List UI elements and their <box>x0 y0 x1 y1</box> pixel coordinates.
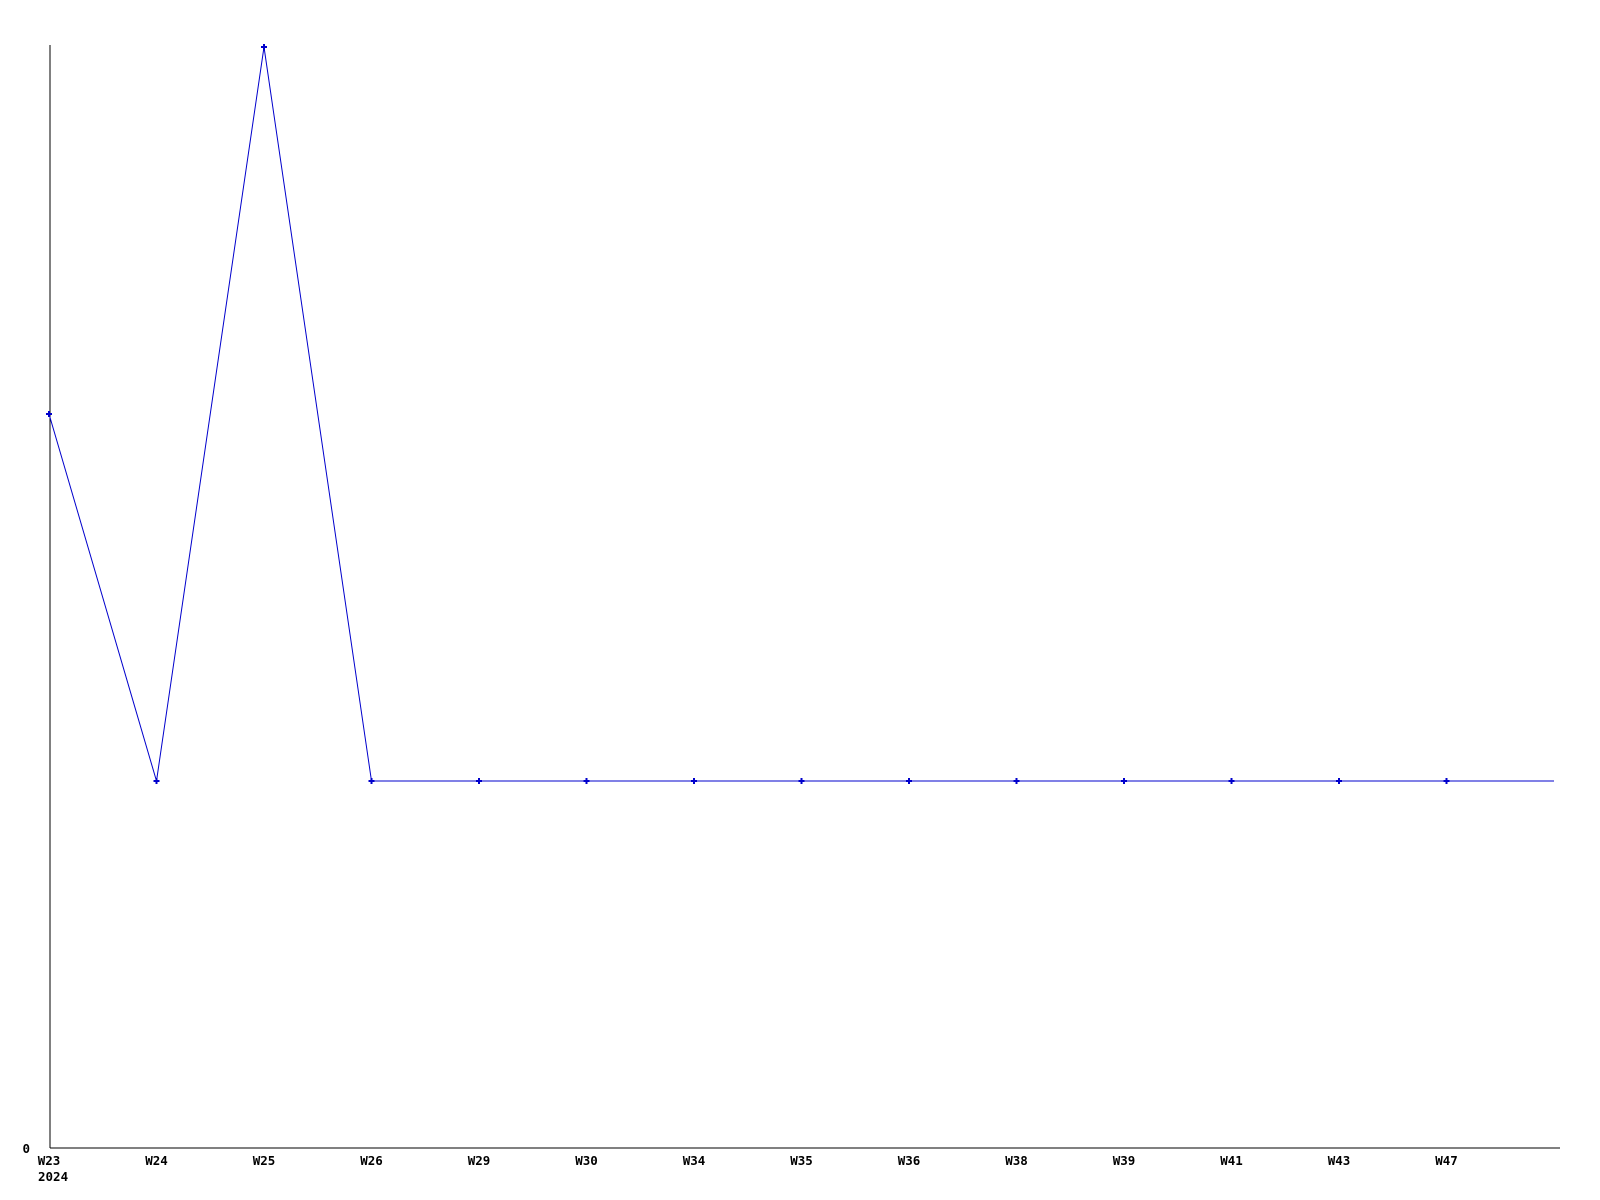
data-point-marker <box>691 778 697 784</box>
data-point-marker <box>583 778 590 784</box>
data-point-marker <box>476 778 482 784</box>
data-point-marker <box>1443 778 1450 784</box>
x-axis-tick-label: W41 <box>1220 1153 1243 1168</box>
data-point-marker <box>1228 778 1235 784</box>
x-axis-tick-label: W25 <box>253 1153 276 1168</box>
x-axis-tick-label: W38 <box>1005 1153 1028 1168</box>
x-axis-tick-label: W39 <box>1113 1153 1136 1168</box>
trend-line <box>48 46 1554 782</box>
x-axis-tick-label: W24 <box>145 1153 168 1168</box>
data-point-marker <box>1336 778 1342 784</box>
y-axis-zero-label: 0 <box>22 1141 30 1156</box>
x-axis-tick-label: W35 <box>790 1153 813 1168</box>
x-axis-tick-label: W23 <box>38 1153 61 1168</box>
x-axis-tick-label: W26 <box>360 1153 383 1168</box>
data-point-marker <box>46 411 52 417</box>
data-point-marker <box>1013 778 1020 784</box>
plot-area: W23 W24 W25 W26 W29 W30 W34 W35 W36 W38 W39 W41 W43 W… <box>38 44 1554 1168</box>
data-point-marker <box>261 44 267 50</box>
x-axis-tick-label: W43 <box>1328 1153 1351 1168</box>
x-axis-year-label: 2024 <box>38 1169 68 1184</box>
data-point-marker <box>906 778 912 784</box>
data-point-marker <box>153 778 160 784</box>
data-point-marker <box>798 778 805 784</box>
x-axis-tick-label: W47 <box>1435 1153 1458 1168</box>
data-point-marker <box>1121 778 1127 784</box>
data-point-marker <box>368 778 375 784</box>
x-axis-tick-label: W34 <box>683 1153 706 1168</box>
x-axis-tick-label: W29 <box>468 1153 491 1168</box>
x-axis-tick-label: W36 <box>898 1153 921 1168</box>
x-axis-tick-label: W30 <box>575 1153 598 1168</box>
